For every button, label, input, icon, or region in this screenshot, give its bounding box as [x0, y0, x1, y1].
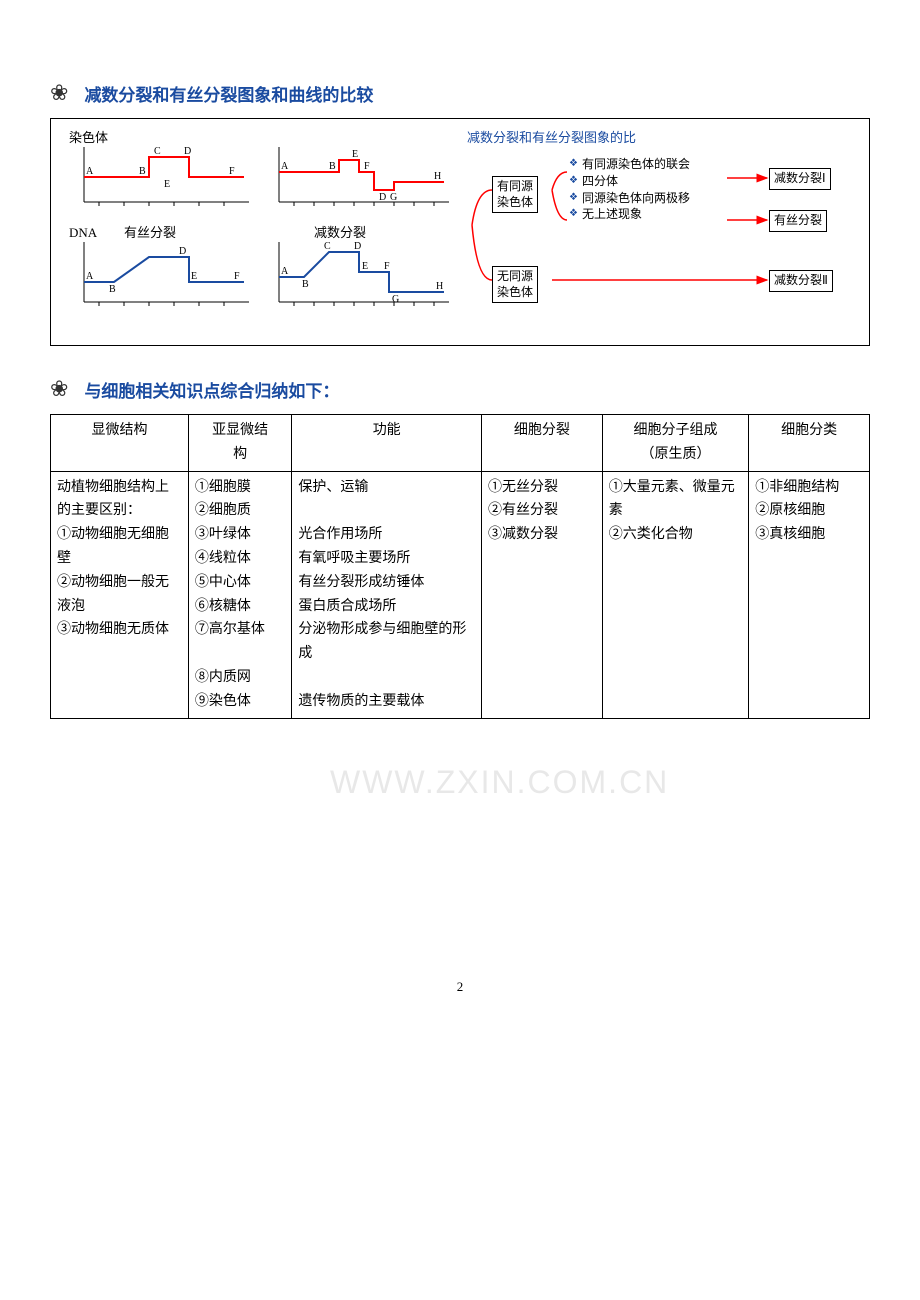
svg-text:D: D [179, 246, 186, 257]
four-charts-svg: 染色体 A B C D E F [59, 127, 459, 337]
comparison-diagram: 染色体 A B C D E F [50, 118, 870, 346]
svg-text:F: F [364, 161, 370, 172]
cell-0-2: 保护、运输光合作用场所有氧呼吸主要场所有丝分裂形成纺锤体蛋白质合成场所分泌物形成… [292, 471, 482, 718]
charts-panel: 染色体 A B C D E F [59, 127, 459, 337]
ylabel-chromosome: 染色体 [69, 130, 108, 145]
diamond-icon: ❖ [569, 157, 578, 171]
diamond-icon: ❖ [569, 207, 578, 221]
cell-0-5: ①非细胞结构②原核细胞③真核细胞 [749, 471, 870, 718]
watermark: WWW.ZXIN.COM.CN [330, 764, 669, 801]
svg-text:E: E [191, 271, 197, 282]
th-1: 亚显微结构 [188, 415, 291, 472]
label-mitosis: 有丝分裂 [124, 225, 176, 240]
diamond-icon: ❖ [569, 174, 578, 188]
page-number: 2 [50, 979, 870, 995]
svg-text:D: D [379, 192, 386, 203]
diamond-icon: ❖ [569, 191, 578, 205]
svg-text:H: H [436, 281, 443, 292]
svg-text:A: A [281, 161, 289, 172]
leaf-meiosis2: 减数分裂Ⅱ [769, 270, 833, 292]
svg-text:C: C [324, 241, 331, 252]
th-5: 细胞分类 [749, 415, 870, 472]
svg-text:F: F [229, 166, 235, 177]
svg-text:B: B [302, 279, 309, 290]
svg-text:G: G [392, 294, 399, 305]
svg-text:E: E [362, 261, 368, 272]
svg-text:A: A [281, 266, 289, 277]
th-2: 功能 [292, 415, 482, 472]
table-row: 动植物细胞结构上的主要区别：①动物细胞无细胞壁②动物细胞一般无液泡③动物细胞无质… [51, 471, 870, 718]
svg-text:E: E [164, 179, 170, 190]
cell-0-4: ①大量元素、微量元素②六类化合物 [602, 471, 749, 718]
cell-0-1: ①细胞膜②细胞质③叶绿体④线粒体⑤中心体⑥核糖体⑦高尔基体⑧内质网⑨染色体 [188, 471, 291, 718]
section2-title: 与细胞相关知识点综合归纳如下： [84, 377, 339, 402]
cell-0-3: ①无丝分裂②有丝分裂③减数分裂 [482, 471, 603, 718]
bullet-list: ❖有同源染色体的联会 ❖四分体 ❖同源染色体向两极移 ❖无上述现象 [569, 156, 729, 223]
svg-text:F: F [234, 271, 240, 282]
svg-text:D: D [354, 241, 361, 252]
section2-heading: ❀ 与细胞相关知识点综合归纳如下： [50, 376, 870, 402]
node-has-homolog: 有同源染色体 [492, 176, 538, 213]
flower-icon: ❀ [50, 80, 68, 106]
th-3: 细胞分裂 [482, 415, 603, 472]
flower-icon: ❀ [50, 376, 68, 402]
svg-text:B: B [109, 284, 116, 295]
cell-0-0: 动植物细胞结构上的主要区别：①动物细胞无细胞壁②动物细胞一般无液泡③动物细胞无质… [51, 471, 189, 718]
summary-table: 显微结构 亚显微结构 功能 细胞分裂 细胞分子组成（原生质） 细胞分类 动植物细… [50, 414, 870, 719]
svg-text:F: F [384, 261, 390, 272]
section1-heading: ❀ 减数分裂和有丝分裂图象和曲线的比较 [50, 80, 870, 106]
leaf-meiosis1: 减数分裂Ⅰ [769, 168, 831, 190]
table-header-row: 显微结构 亚显微结构 功能 细胞分裂 细胞分子组成（原生质） 细胞分类 [51, 415, 870, 472]
svg-text:B: B [329, 161, 336, 172]
svg-text:A: A [86, 166, 94, 177]
section1-title: 减数分裂和有丝分裂图象和曲线的比较 [84, 81, 373, 106]
svg-text:B: B [139, 166, 146, 177]
node-no-homolog: 无同源染色体 [492, 266, 538, 303]
svg-text:A: A [86, 271, 94, 282]
th-0: 显微结构 [51, 415, 189, 472]
leaf-mitosis: 有丝分裂 [769, 210, 827, 232]
svg-text:C: C [154, 146, 161, 157]
decision-title: 减数分裂和有丝分裂图象的比 [467, 127, 861, 146]
label-meiosis: 减数分裂 [314, 225, 366, 240]
svg-text:H: H [434, 171, 441, 182]
svg-text:D: D [184, 146, 191, 157]
ylabel-dna: DNA [69, 225, 98, 240]
th-4: 细胞分子组成（原生质） [602, 415, 749, 472]
decision-tree-panel: 减数分裂和有丝分裂图象的比 有同源染色体 无同源染色体 [467, 127, 861, 337]
svg-text:G: G [390, 192, 397, 203]
svg-text:E: E [352, 149, 358, 160]
